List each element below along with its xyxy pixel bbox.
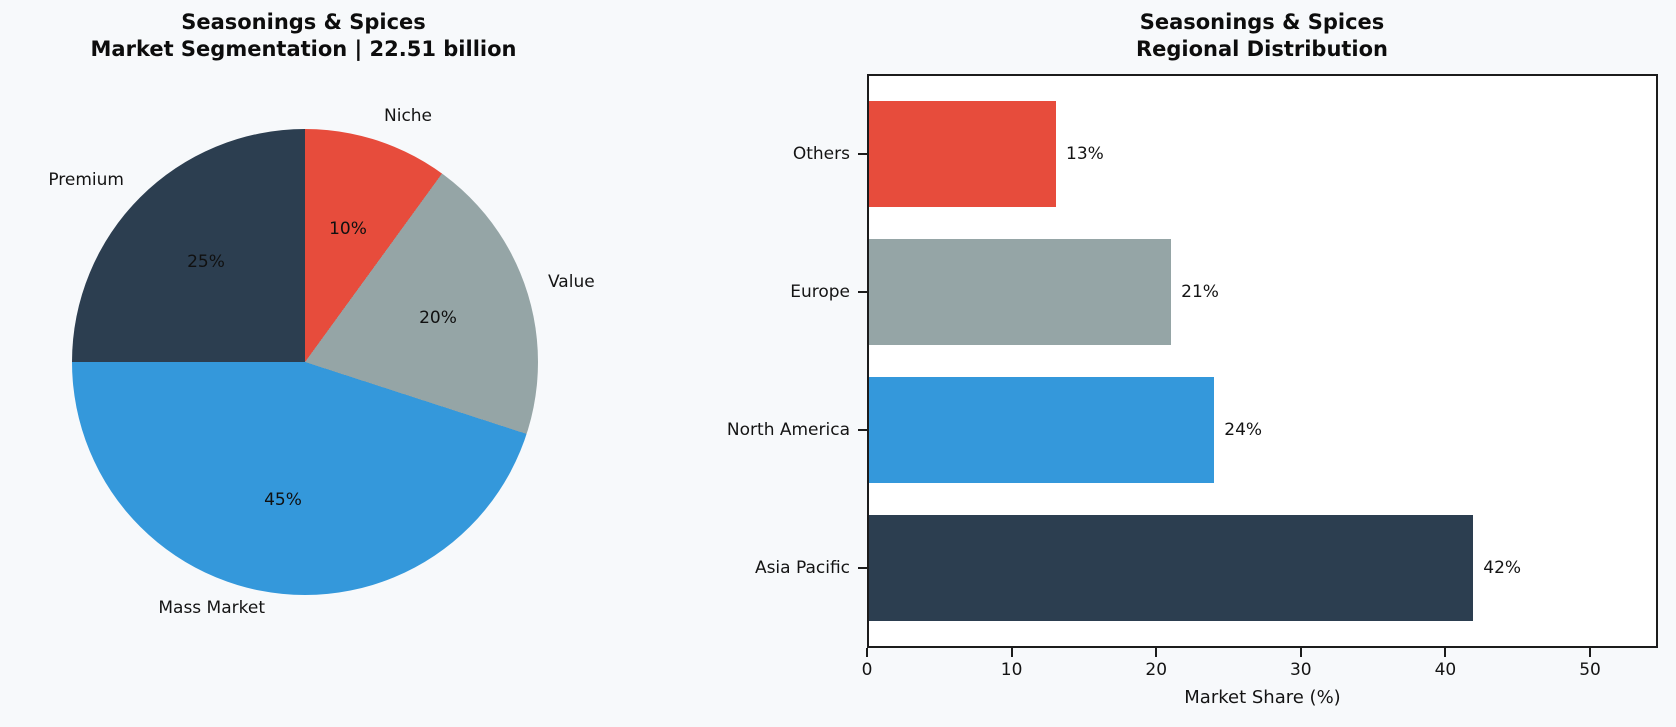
- x-tick-label: 40: [1434, 660, 1457, 680]
- bar-row-others: 13%: [869, 101, 1656, 207]
- pie-pct-value: 20%: [419, 308, 457, 328]
- x-tick-label: 50: [1579, 660, 1601, 680]
- bar-row-asia-pacific: 42%: [869, 515, 1656, 621]
- bar-chart-title: Seasonings & Spices Regional Distributio…: [962, 9, 1562, 63]
- bar-row-europe: 21%: [869, 239, 1656, 345]
- bar-title-line2: Regional Distribution: [1135, 37, 1389, 61]
- pie-slice-label-mass-market: Mass Market: [158, 598, 265, 618]
- pie-slice-label-value: Value: [548, 272, 595, 292]
- bar-title-line1: Seasonings & Spices: [1139, 10, 1385, 34]
- y-tick-mark: [858, 429, 867, 431]
- x-tick-label: 0: [861, 660, 873, 680]
- x-tick-label: 30: [1289, 660, 1312, 680]
- y-tick-mark: [858, 291, 867, 293]
- pie-chart-title: Seasonings & Spices Market Segmentation …: [21, 9, 586, 63]
- x-tick-mark: [1010, 648, 1013, 657]
- pie-pct-mass-market: 45%: [264, 490, 302, 510]
- pie-chart: [72, 129, 538, 595]
- bar-europe: [869, 239, 1172, 345]
- x-axis-label: Market Share (%): [1184, 687, 1341, 708]
- bar-value-others: 13%: [1066, 144, 1104, 164]
- bar-plot-area: 13% 21% 24% 42%: [867, 74, 1658, 648]
- y-tick-mark: [858, 567, 867, 569]
- pie-title-line2: Market Segmentation | 22.51 billion: [90, 37, 517, 61]
- bar-asia-pacific: [869, 515, 1474, 621]
- x-tick-mark: [1444, 648, 1447, 657]
- y-tick-mark: [858, 153, 867, 155]
- x-tick-mark: [1299, 648, 1302, 657]
- y-label-others: Others: [792, 144, 850, 164]
- y-label-asia-pacific: Asia Pacific: [754, 558, 850, 578]
- pie-slice-label-niche: Niche: [384, 106, 433, 126]
- x-axis: 0 10 20 30 40 50: [862, 648, 1658, 688]
- pie-title-line1: Seasonings & Spices: [181, 10, 426, 34]
- bar-row-north-america: 24%: [869, 377, 1656, 483]
- bar-others: [869, 101, 1057, 207]
- pie-slice-label-premium: Premium: [48, 170, 124, 190]
- bar-value-north-america: 24%: [1224, 420, 1263, 440]
- bar-value-asia-pacific: 42%: [1483, 558, 1522, 578]
- pie-pct-niche: 10%: [329, 219, 367, 239]
- y-label-europe: Europe: [790, 282, 850, 302]
- bar-north-america: [869, 377, 1215, 483]
- pie-pct-premium: 25%: [187, 252, 225, 272]
- x-tick-mark: [1155, 648, 1158, 657]
- x-tick-label: 20: [1145, 660, 1168, 680]
- y-label-north-america: North America: [726, 420, 850, 440]
- bar-value-europe: 21%: [1181, 282, 1219, 302]
- x-tick-mark: [866, 648, 868, 657]
- x-tick-mark: [1589, 648, 1592, 657]
- x-tick-label: 10: [1000, 660, 1023, 680]
